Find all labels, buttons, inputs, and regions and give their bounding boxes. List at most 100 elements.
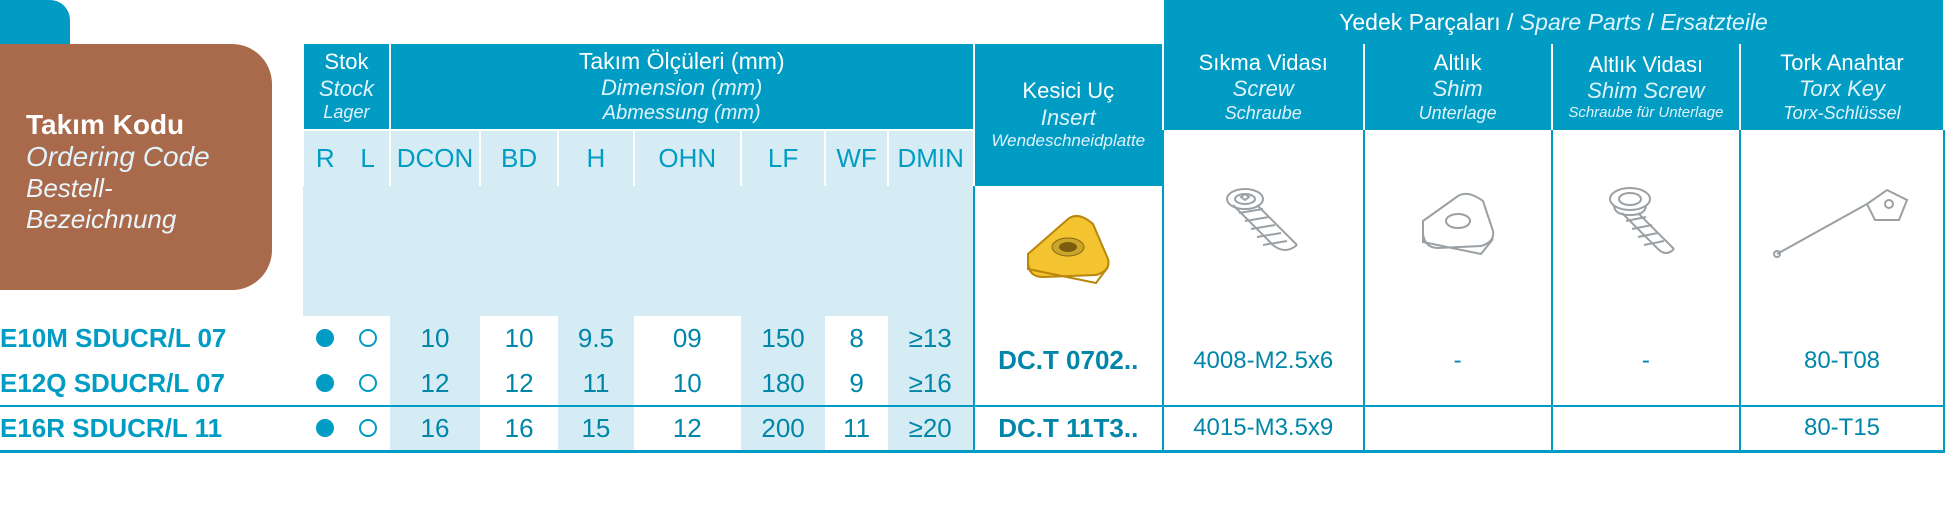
hdr-shim-l3: Unterlage (1365, 103, 1551, 125)
hdr-insert-l2: Insert (975, 105, 1162, 131)
row-dmin: ≥16 (888, 361, 974, 406)
row-lf: 200 (741, 406, 826, 451)
row-stock-l (346, 316, 389, 361)
row-screw: 4008-M2.5x6 (1163, 316, 1364, 406)
row-stock-l (346, 361, 389, 406)
hdr-key-l2: Torx Key (1741, 76, 1943, 102)
row-h: 11 (558, 361, 634, 406)
row-shimscrew: - (1552, 316, 1740, 406)
row-dcon: 12 (390, 361, 480, 406)
spec-table: Yedek Parçaları / Spare Parts / Ersatzte… (0, 0, 1945, 453)
hdr-insert-l1: Kesici Uç (975, 78, 1162, 104)
row-screw: 4015-M3.5x9 (1163, 406, 1364, 451)
sub-dmin: DMIN (888, 130, 974, 186)
sub-r: R (303, 130, 346, 186)
hdr-screw-l2: Screw (1164, 76, 1363, 102)
hdr-insert: Kesici UçInsertWendeschneidplatte (974, 44, 1163, 186)
icon-torxkey (1740, 130, 1944, 316)
hdr-dimension: Takım Ölçüleri (mm)Dimension (mm)Abmessu… (390, 44, 974, 130)
stock-dot-r (316, 419, 334, 437)
row-h: 15 (558, 406, 634, 451)
row-wf: 11 (825, 406, 887, 451)
row-ohn: 12 (634, 406, 741, 451)
hdr-key-l3: Torx-Schlüssel (1741, 103, 1943, 125)
sub-h: H (558, 130, 634, 186)
ordering-code-l3: Bestell-Bezeichnung (26, 173, 254, 235)
row-dcon: 16 (390, 406, 480, 451)
row-lf: 180 (741, 361, 826, 406)
hdr-shimscrew: Altlık VidasıShim ScrewSchraube für Unte… (1552, 44, 1740, 130)
ordering-code-panel: Takım Kodu Ordering Code Bestell-Bezeich… (0, 44, 272, 290)
row-bd: 10 (480, 316, 558, 361)
row-code: E12Q SDUCR/L 07 (0, 361, 303, 406)
row-h: 9.5 (558, 316, 634, 361)
hdr-insert-l3: Wendeschneidplatte (975, 131, 1162, 151)
sub-ohn: OHN (634, 130, 741, 186)
row-ohn: 10 (634, 361, 741, 406)
icon-insert (974, 186, 1163, 316)
sub-bd: BD (480, 130, 558, 186)
ordering-code-l1: Takım Kodu (26, 109, 254, 141)
icon-screw (1163, 130, 1364, 316)
table-row: E10M SDUCR/L 0710109.5091508≥13DC.T 0702… (0, 316, 1944, 361)
row-wf: 9 (825, 361, 887, 406)
hdr-ss-l3: Schraube für Unterlage (1553, 104, 1739, 122)
sub-lf: LF (741, 130, 826, 186)
header-row-top: Yedek Parçaları / Spare Parts / Ersatzte… (0, 0, 1944, 44)
ordering-code-block: Takım Kodu Ordering Code Bestell-Bezeich… (0, 0, 272, 290)
hdr-dim-l3: Abmessung (mm) (391, 101, 973, 125)
hdr-shim: AltlıkShimUnterlage (1364, 44, 1552, 130)
hdr-torxkey: Tork AnahtarTorx KeyTorx-Schlüssel (1740, 44, 1944, 130)
row-dcon: 10 (390, 316, 480, 361)
hdr-screw-l1: Sıkma Vidası (1164, 50, 1363, 76)
row-code: E16R SDUCR/L 11 (0, 406, 303, 451)
hdr-screw: Sıkma VidasıScrewSchraube (1163, 44, 1364, 130)
row-bd: 16 (480, 406, 558, 451)
hdr-shim-l2: Shim (1365, 76, 1551, 102)
stock-dot-r (316, 329, 334, 347)
stock-dot-r (316, 374, 334, 392)
row-torxkey: 80-T08 (1740, 316, 1944, 406)
row-stock-r (303, 406, 346, 451)
row-shim: - (1364, 316, 1552, 406)
spare-l3: Ersatzteile (1660, 9, 1767, 35)
ordering-code-l2: Ordering Code (26, 141, 254, 173)
hdr-shim-l1: Altlık (1365, 50, 1551, 76)
row-wf: 8 (825, 316, 887, 361)
sub-dcon: DCON (390, 130, 480, 186)
row-insert: DC.T 0702.. (974, 316, 1163, 406)
icon-shim (1364, 130, 1552, 316)
sub-wf: WF (825, 130, 887, 186)
row-torxkey: 80-T15 (1740, 406, 1944, 451)
row-shim (1364, 406, 1552, 451)
hdr-key-l1: Tork Anahtar (1741, 50, 1943, 76)
hdr-screw-l3: Schraube (1164, 103, 1363, 125)
row-dmin: ≥20 (888, 406, 974, 451)
hdr-dim-l1: Takım Ölçüleri (mm) (391, 48, 973, 76)
hdr-dim-l2: Dimension (mm) (391, 75, 973, 101)
hdr-stock: StokStockLager (303, 44, 390, 130)
table-row: E16R SDUCR/L 111616151220011≥20DC.T 11T3… (0, 406, 1944, 451)
stock-dot-l (359, 419, 377, 437)
row-shimscrew (1552, 406, 1740, 451)
stock-dot-l (359, 374, 377, 392)
row-bd: 12 (480, 361, 558, 406)
hdr-stock-l1: Stok (304, 49, 389, 75)
spare-parts-title: Yedek Parçaları / Spare Parts / Ersatzte… (1163, 0, 1944, 44)
row-lf: 150 (741, 316, 826, 361)
hdr-ss-l2: Shim Screw (1553, 78, 1739, 104)
row-stock-r (303, 316, 346, 361)
sub-l: L (346, 130, 389, 186)
stock-dot-l (359, 329, 377, 347)
row-insert: DC.T 11T3.. (974, 406, 1163, 451)
tab-corner (0, 0, 70, 44)
hdr-stock-l3: Lager (304, 102, 389, 124)
spare-l2: Spare Parts (1520, 9, 1641, 35)
icon-shimscrew (1552, 130, 1740, 316)
row-stock-r (303, 361, 346, 406)
hdr-ss-l1: Altlık Vidası (1553, 52, 1739, 78)
row-stock-l (346, 406, 389, 451)
row-code: E10M SDUCR/L 07 (0, 316, 303, 361)
row-ohn: 09 (634, 316, 741, 361)
row-dmin: ≥13 (888, 316, 974, 361)
